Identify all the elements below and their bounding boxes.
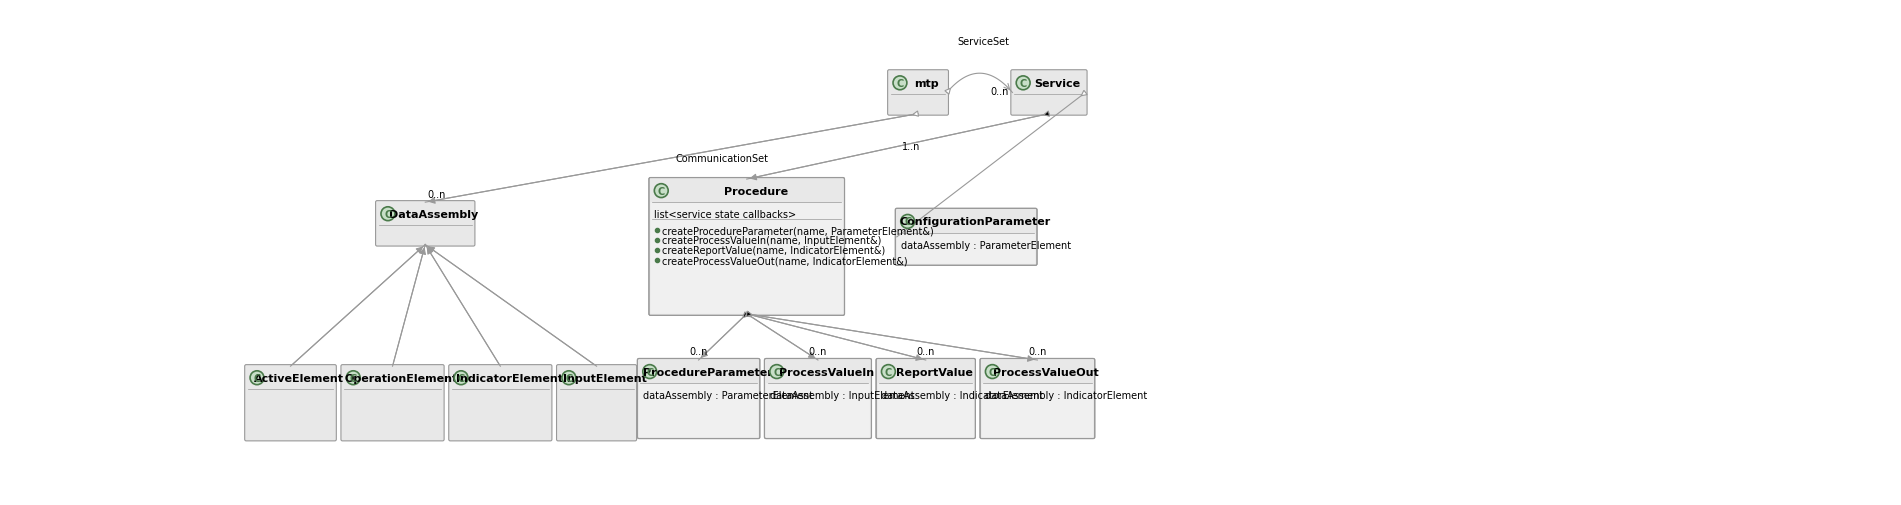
FancyBboxPatch shape [639,383,758,437]
FancyBboxPatch shape [764,359,871,439]
Text: dataAssembly : InputElement: dataAssembly : InputElement [770,390,914,400]
Ellipse shape [770,365,783,379]
Text: list<service state callbacks>: list<service state callbacks> [654,209,797,219]
Text: 0..n: 0..n [990,87,1009,97]
FancyBboxPatch shape [340,365,445,441]
Polygon shape [945,89,950,95]
Text: C: C [565,373,572,383]
Text: C: C [774,367,781,377]
Polygon shape [747,312,753,317]
Polygon shape [743,312,749,318]
Text: 0..n: 0..n [1028,346,1047,356]
Text: dataAssembly : ParameterElement: dataAssembly : ParameterElement [643,390,814,400]
Text: InputElement: InputElement [563,373,648,383]
Ellipse shape [882,365,895,379]
Ellipse shape [643,365,656,379]
FancyBboxPatch shape [895,209,1038,266]
FancyBboxPatch shape [650,203,842,314]
Text: ServiceSet: ServiceSet [958,37,1009,47]
Text: Service: Service [1034,79,1082,89]
Ellipse shape [901,215,914,229]
FancyBboxPatch shape [878,383,973,437]
Text: C: C [646,367,654,377]
Polygon shape [1044,112,1049,117]
Text: C: C [658,186,665,196]
FancyBboxPatch shape [637,359,760,439]
FancyBboxPatch shape [648,178,844,316]
Text: 0..n: 0..n [916,346,935,356]
Ellipse shape [251,371,264,385]
Text: createProcedureParameter(name, ParameterElement&): createProcedureParameter(name, Parameter… [662,226,933,236]
FancyBboxPatch shape [981,359,1095,439]
Text: DataAssembly: DataAssembly [390,209,479,219]
Text: C: C [458,373,464,383]
Ellipse shape [893,77,907,90]
Ellipse shape [454,371,468,385]
Text: C: C [897,79,903,89]
Ellipse shape [1017,77,1030,90]
Text: C: C [350,373,357,383]
Text: ProcessValueIn: ProcessValueIn [779,367,874,377]
Text: dataAssembly : IndicatorElement: dataAssembly : IndicatorElement [882,390,1044,400]
Polygon shape [1082,91,1087,96]
Text: dataAssembly : IndicatorElement: dataAssembly : IndicatorElement [985,390,1148,400]
Text: 0..n: 0..n [808,346,827,356]
FancyBboxPatch shape [981,383,1093,437]
FancyBboxPatch shape [766,383,871,437]
Text: ConfigurationParameter: ConfigurationParameter [899,217,1051,227]
Text: C: C [253,373,260,383]
Text: ReportValue: ReportValue [895,367,973,377]
Ellipse shape [346,371,359,385]
Ellipse shape [654,184,667,198]
FancyBboxPatch shape [876,359,975,439]
Text: 1..n: 1..n [901,142,920,152]
Text: ActiveElement: ActiveElement [255,373,344,383]
Text: CommunicationSet: CommunicationSet [675,154,768,164]
Polygon shape [745,312,753,317]
Text: createProcessValueIn(name, InputElement&): createProcessValueIn(name, InputElement&… [662,236,882,246]
Text: OperationElement: OperationElement [344,373,458,383]
Ellipse shape [985,365,1000,379]
Text: createProcessValueOut(name, IndicatorElement&): createProcessValueOut(name, IndicatorEle… [662,256,907,266]
FancyBboxPatch shape [557,365,637,441]
Text: ProcedureParameter: ProcedureParameter [643,367,772,377]
Polygon shape [745,312,751,317]
Text: ProcessValueOut: ProcessValueOut [994,367,1099,377]
Text: IndicatorElement: IndicatorElement [456,373,563,383]
FancyBboxPatch shape [449,365,551,441]
Ellipse shape [563,371,576,385]
FancyBboxPatch shape [1011,71,1087,116]
FancyBboxPatch shape [245,365,336,441]
Text: dataAssembly : ParameterElement: dataAssembly : ParameterElement [901,240,1070,250]
FancyBboxPatch shape [888,71,949,116]
Polygon shape [912,112,918,117]
Ellipse shape [380,208,395,221]
FancyBboxPatch shape [897,233,1036,264]
Text: C: C [884,367,892,377]
Text: C: C [989,367,996,377]
Text: 0..n: 0..n [428,190,447,200]
Text: C: C [905,217,911,227]
Text: C: C [1019,79,1027,89]
FancyBboxPatch shape [376,201,475,246]
Text: 0..n: 0..n [690,346,707,356]
Text: mtp: mtp [914,79,939,89]
Text: Procedure: Procedure [724,186,787,196]
Text: C: C [384,209,392,219]
Text: createReportValue(name, IndicatorElement&): createReportValue(name, IndicatorElement… [662,246,886,256]
